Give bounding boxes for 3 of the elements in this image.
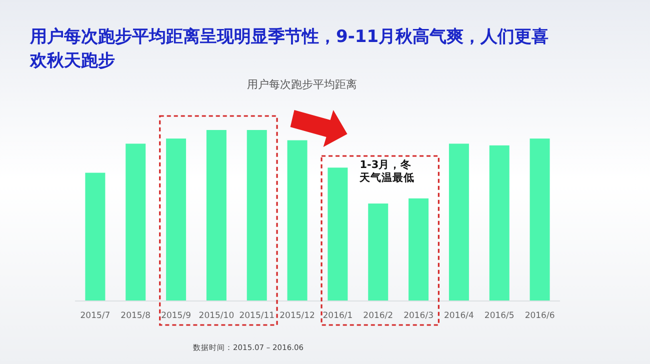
annotation: 1-3月，冬天气温最低 [360, 159, 415, 184]
title: 用户每次跑步平均距离呈现明显季节性，9-11月秋高气爽，人们更喜欢秋天跑步 [30, 27, 549, 71]
subtitle: 用户每次跑步平均距离 [247, 78, 357, 91]
